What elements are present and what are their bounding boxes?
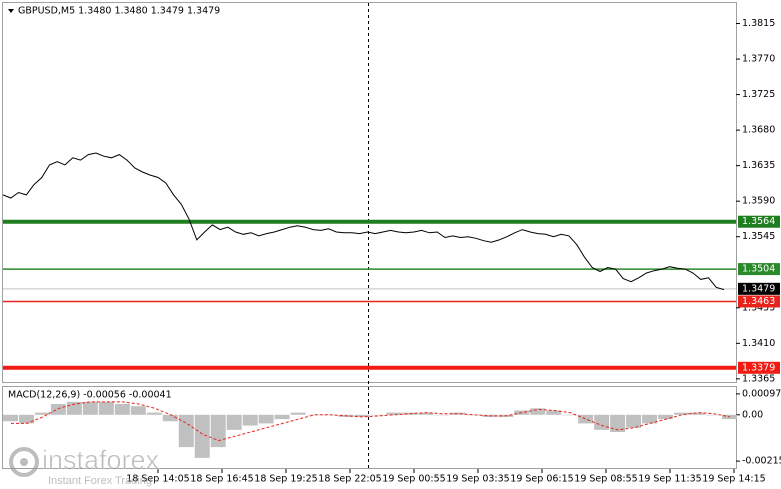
macd-bar bbox=[3, 414, 18, 422]
price-panel-frame bbox=[2, 2, 737, 383]
x-tick-label: 18 Sep 14:05 bbox=[126, 474, 189, 485]
macd-bar bbox=[418, 412, 434, 415]
plots: 1.3815 1.3770 1.3725 1.3680 1.3635 1.3590 1.35… bbox=[2, 18, 781, 485]
macd-bar bbox=[706, 414, 721, 416]
y-tick-label: 1.3815 bbox=[742, 18, 775, 29]
level-label: 1.3479 bbox=[742, 283, 775, 294]
x-tick-label: 19 Sep 08:55 bbox=[574, 474, 637, 485]
macd-bar bbox=[130, 406, 146, 415]
level-label: 1.3504 bbox=[742, 264, 775, 275]
macd-bar bbox=[530, 408, 546, 415]
level-label-box bbox=[738, 361, 780, 374]
macd-bar bbox=[466, 414, 482, 416]
macd-bar bbox=[194, 414, 210, 458]
y-tick-label: 1.3725 bbox=[742, 89, 775, 100]
signal-line bbox=[11, 401, 731, 442]
macd-bar bbox=[578, 414, 594, 424]
watermark-tagline: Instant Forex Trading bbox=[48, 475, 152, 487]
macd-bar bbox=[546, 410, 562, 415]
y-tick-label: 0.00097 bbox=[742, 388, 781, 399]
macd-bar bbox=[34, 412, 50, 415]
logo-ring bbox=[9, 447, 39, 477]
macd-bar bbox=[658, 414, 674, 420]
chart-title: GBPUSD,M5 1.3480 1.3480 1.3479 1.3479 bbox=[18, 6, 220, 17]
level-label: 1.3379 bbox=[742, 362, 775, 373]
macd-bar bbox=[66, 401, 82, 415]
macd-bar bbox=[82, 401, 98, 415]
macd-bar bbox=[50, 404, 66, 415]
level-label-box bbox=[738, 295, 780, 308]
macd-bar bbox=[210, 414, 226, 448]
macd-bar bbox=[690, 412, 706, 415]
y-tick-label: -0.00215 bbox=[742, 456, 781, 467]
y-tick-label: 1.3770 bbox=[742, 54, 775, 65]
level-label-box bbox=[738, 215, 780, 228]
macd-bar bbox=[146, 412, 162, 415]
macd-panel-frame bbox=[2, 386, 737, 469]
macd-bar bbox=[610, 414, 626, 433]
level-label-box bbox=[738, 282, 780, 295]
macd-bar bbox=[306, 414, 322, 416]
x-tick-label: 19 Sep 11:35 bbox=[638, 474, 701, 485]
x-tick-label: 19 Sep 14:15 bbox=[702, 474, 765, 485]
y-tick-label: 1.3680 bbox=[742, 125, 775, 136]
macd-bar bbox=[274, 414, 290, 420]
x-tick-label: 18 Sep 22:05 bbox=[318, 474, 381, 485]
macd-bar bbox=[386, 412, 402, 415]
macd-bar bbox=[258, 414, 274, 424]
watermark: instaforex Instant Forex Trading bbox=[9, 445, 160, 487]
macd-bar bbox=[226, 414, 242, 430]
macd-bar bbox=[626, 414, 642, 428]
y-tick-label: 1.3590 bbox=[742, 196, 775, 207]
macd-bar bbox=[354, 414, 370, 417]
watermark-brand: instaforex bbox=[42, 445, 160, 475]
price-line bbox=[2, 152, 725, 291]
macd-bar bbox=[98, 401, 114, 415]
level-label-box bbox=[738, 263, 780, 276]
y-tick-label: 1.3635 bbox=[742, 160, 775, 171]
macd-bar bbox=[162, 414, 178, 422]
symbol-arrow bbox=[8, 9, 14, 13]
x-tick-label: 19 Sep 06:15 bbox=[510, 474, 573, 485]
macd-bar bbox=[642, 414, 658, 424]
y-tick-label: 1.3365 bbox=[742, 373, 775, 384]
x-tick-label: 18 Sep 19:25 bbox=[254, 474, 317, 485]
macd-bar bbox=[450, 412, 466, 415]
x-tick-label: 18 Sep 16:45 bbox=[190, 474, 253, 485]
y-tick-label: 0.00 bbox=[742, 409, 763, 420]
macd-bar bbox=[290, 412, 306, 415]
y-tick-label: 1.3455 bbox=[742, 302, 775, 313]
macd-bar bbox=[18, 414, 34, 424]
level-label: 1.3463 bbox=[742, 296, 775, 307]
macd-bar bbox=[562, 414, 578, 416]
macd-bar bbox=[242, 414, 258, 426]
macd-bar bbox=[370, 414, 386, 416]
y-tick-label: 1.3545 bbox=[742, 231, 775, 242]
macd-bar bbox=[114, 404, 130, 415]
x-tick-label: 19 Sep 03:35 bbox=[446, 474, 509, 485]
macd-bar bbox=[178, 414, 194, 448]
y-tick-label: 1.3410 bbox=[742, 338, 775, 349]
macd-bar bbox=[674, 412, 690, 415]
x-tick-label: 19 Sep 00:55 bbox=[382, 474, 445, 485]
macd-bar bbox=[434, 414, 450, 416]
level-label: 1.3564 bbox=[742, 216, 775, 227]
logo-dot bbox=[20, 458, 28, 466]
macd-title: MACD(12,26,9) -0.00056 -0.00041 bbox=[8, 390, 172, 401]
macd-bar bbox=[594, 414, 610, 430]
